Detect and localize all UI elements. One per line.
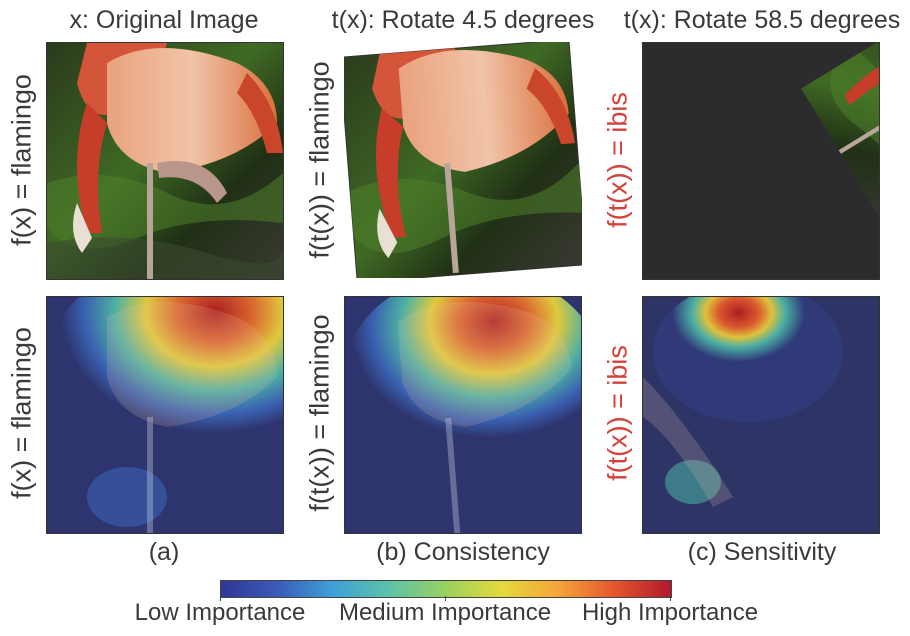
image-original bbox=[46, 42, 284, 280]
image-rotate-58-5 bbox=[642, 42, 880, 280]
importance-colorbar bbox=[220, 580, 672, 598]
colorbar-tick-low bbox=[220, 596, 221, 601]
row-label-b-top: f(t(x)) = flamingo bbox=[304, 61, 335, 259]
row-label-a-bottom: f(x) = flamingo bbox=[6, 327, 37, 499]
caption-c: (c) Sensitivity bbox=[687, 538, 837, 566]
colorbar-label-medium: Medium Importance bbox=[338, 599, 552, 626]
caption-a: (a) bbox=[148, 538, 180, 566]
colorbar-tick-high bbox=[670, 596, 671, 601]
caption-b: (b) Consistency bbox=[376, 538, 550, 566]
colorbar-tick-medium bbox=[445, 596, 446, 601]
column-title-c: t(x): Rotate 58.5 degrees bbox=[623, 6, 901, 34]
row-label-b-bottom: f(t(x)) = flamingo bbox=[304, 314, 335, 512]
row-label-c-top: f(t(x)) = ibis bbox=[602, 92, 633, 228]
colorbar-label-high: High Importance bbox=[581, 599, 759, 626]
row-label-c-bottom: f(t(x)) = ibis bbox=[602, 345, 633, 481]
image-rotate-4-5 bbox=[344, 42, 582, 278]
row-label-a-top: f(x) = flamingo bbox=[6, 74, 37, 246]
column-title-b: t(x): Rotate 4.5 degrees bbox=[331, 6, 595, 34]
heatmap-rotate-58-5 bbox=[642, 296, 880, 534]
heatmap-rotate-4-5 bbox=[344, 296, 582, 534]
column-title-a: x: Original Image bbox=[69, 6, 259, 34]
colorbar-label-low: Low Importance bbox=[134, 599, 306, 626]
heatmap-original bbox=[46, 296, 284, 534]
